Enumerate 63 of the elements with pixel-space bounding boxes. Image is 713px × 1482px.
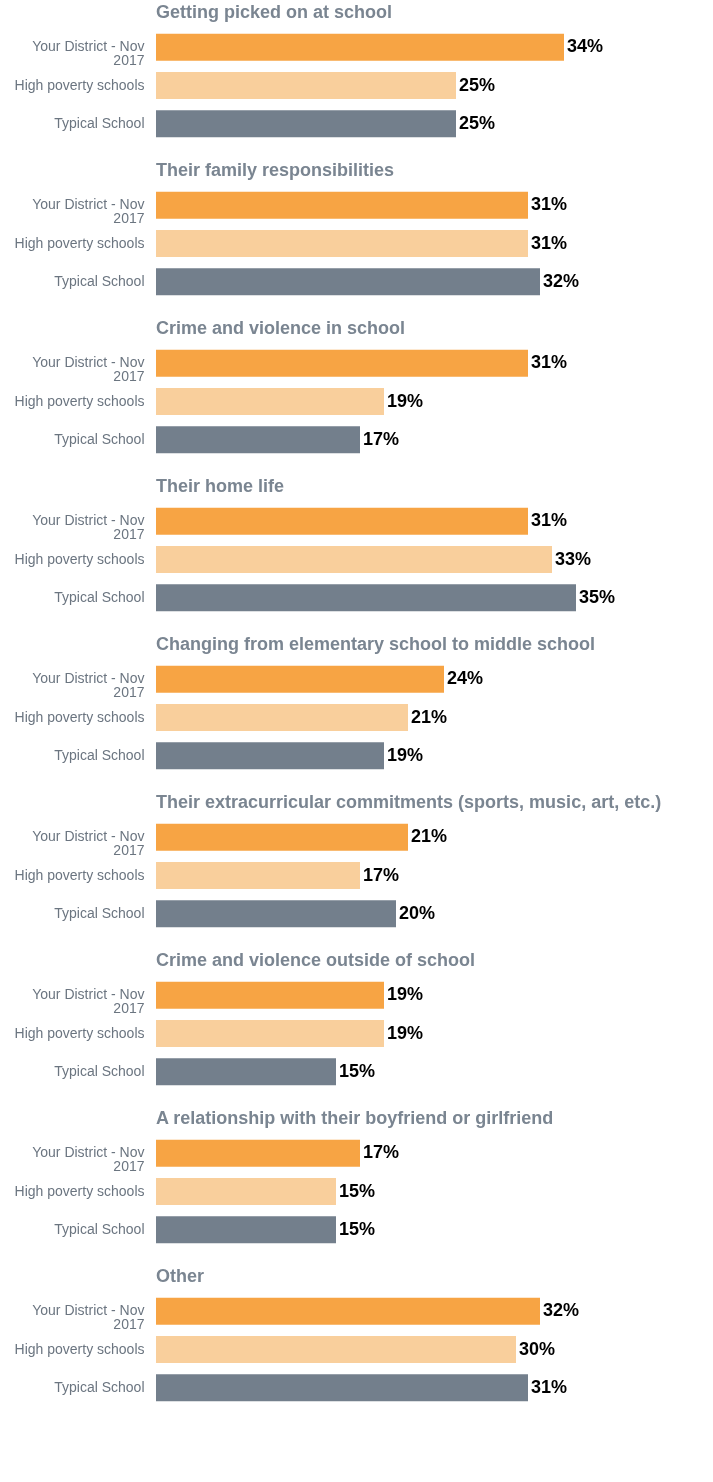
data-label: 30% [519, 1338, 556, 1359]
data-label: 31% [531, 1376, 568, 1397]
data-label: 19% [387, 744, 424, 765]
y-tick-label: High poverty schools [14, 76, 145, 93]
data-label: 19% [387, 984, 424, 1005]
chart-title: Getting picked on at school [156, 2, 393, 22]
data-label: 35% [579, 586, 616, 607]
y-tick-label: Typical School [54, 1378, 145, 1395]
y-tick-label: High poverty schools [14, 392, 145, 409]
y-tick-label: High poverty schools [14, 234, 145, 251]
data-label: 19% [387, 390, 424, 411]
y-tick-label: Your District - Nov 2017 [32, 828, 145, 859]
data-label: 19% [387, 1022, 424, 1043]
y-tick-label: Typical School [54, 430, 145, 447]
data-label: 25% [459, 112, 496, 133]
data-label: 25% [459, 74, 496, 95]
y-tick-label: Typical School [54, 114, 145, 131]
data-label: 20% [399, 902, 436, 923]
y-tick-label: High poverty schools [14, 550, 145, 567]
data-label: 15% [339, 1218, 376, 1239]
data-label: 15% [339, 1180, 376, 1201]
data-label: 32% [543, 1300, 580, 1321]
y-tick-label: Typical School [54, 1220, 145, 1237]
y-tick-label: Your District - Nov 2017 [32, 1144, 145, 1175]
chart-title: Other [156, 1266, 205, 1286]
data-label: 31% [531, 194, 568, 215]
chart-title: Crime and violence outside of school [156, 950, 476, 970]
data-label: 32% [543, 270, 580, 291]
y-tick-label: Typical School [54, 1062, 145, 1079]
y-tick-label: Your District - Nov 2017 [32, 354, 145, 385]
data-label: 21% [411, 706, 448, 727]
data-label: 21% [411, 826, 448, 847]
chart-title: Crime and violence in school [156, 318, 406, 338]
data-label: 31% [531, 352, 568, 373]
y-tick-label: High poverty schools [14, 708, 145, 725]
data-label: 33% [555, 548, 592, 569]
data-label: 17% [363, 864, 400, 885]
chart-title: A relationship with their boyfriend or girlfriend [156, 1108, 554, 1128]
data-label: 34% [567, 36, 604, 57]
y-tick-label: High poverty schools [14, 866, 145, 883]
y-tick-label: Typical School [54, 272, 145, 289]
data-label: 31% [531, 232, 568, 253]
y-tick-label: Your District - Nov 2017 [32, 986, 145, 1017]
y-tick-label: Your District - Nov 2017 [32, 512, 145, 543]
y-tick-label: High poverty schools [14, 1024, 145, 1041]
chart-title: Changing from elementary school to middle school [156, 634, 596, 654]
y-tick-label: Your District - Nov 2017 [32, 1302, 145, 1333]
y-tick-label: Your District - Nov 2017 [32, 196, 145, 227]
y-tick-label: Typical School [54, 588, 145, 605]
data-label: 24% [447, 668, 484, 689]
chart-title: Their family responsibilities [156, 160, 395, 180]
chart-title: Their home life [156, 476, 285, 496]
data-label: 15% [339, 1060, 376, 1081]
data-label: 31% [531, 510, 568, 531]
y-tick-label: Typical School [54, 904, 145, 921]
chart-title: Their extracurricular commitments (sports, music, art, etc.) [156, 792, 662, 812]
data-label: 17% [363, 428, 400, 449]
y-tick-label: High poverty schools [14, 1182, 145, 1199]
y-tick-label: Your District - Nov 2017 [32, 670, 145, 701]
y-tick-label: High poverty schools [14, 1340, 145, 1357]
y-tick-label: Your District - Nov 2017 [32, 38, 145, 69]
data-label: 17% [363, 1142, 400, 1163]
y-tick-label: Typical School [54, 746, 145, 763]
